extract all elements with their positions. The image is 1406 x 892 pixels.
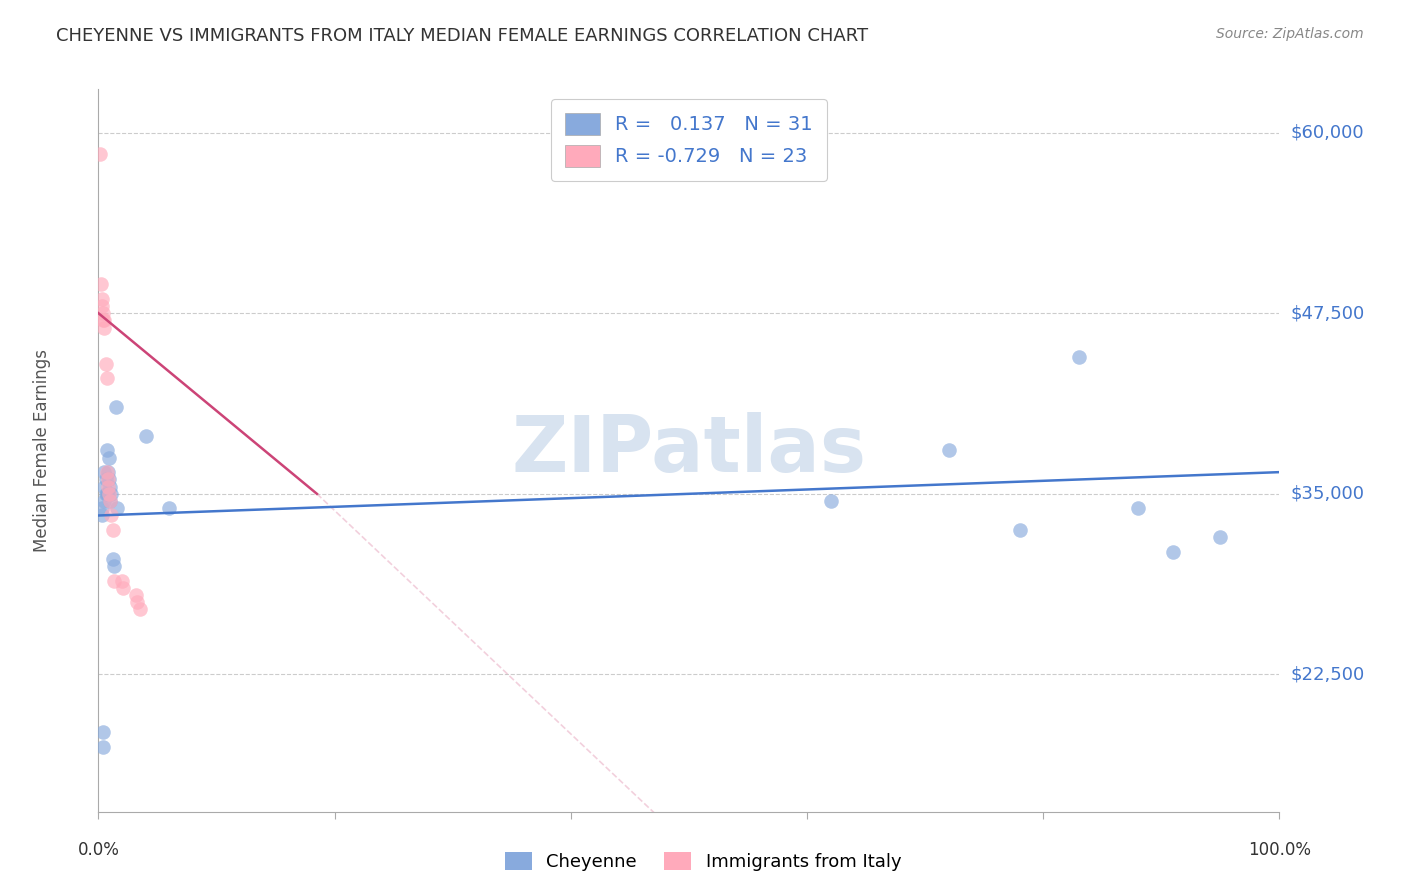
Point [93, 480, 115, 494]
Point [97, 480, 120, 494]
Point [98, 494, 121, 508]
Text: $22,500: $22,500 [1291, 665, 1365, 683]
Point [128, 602, 150, 616]
Point [127, 595, 149, 609]
Text: Source: ZipAtlas.com: Source: ZipAtlas.com [1216, 27, 1364, 41]
Point [1161, 544, 1184, 558]
Text: CHEYENNE VS IMMIGRANTS FROM ITALY MEDIAN FEMALE EARNINGS CORRELATION CHART: CHEYENNE VS IMMIGRANTS FROM ITALY MEDIAN… [56, 27, 869, 45]
Point [111, 574, 134, 588]
Point [96, 465, 118, 479]
Point [100, 508, 122, 523]
Point [93, 313, 115, 327]
Point [96, 443, 118, 458]
Point [94, 357, 117, 371]
Point [98, 450, 121, 465]
Point [91, 508, 114, 523]
Point [820, 494, 842, 508]
Point [91, 739, 114, 754]
Point [125, 588, 148, 602]
Point [91, 501, 114, 516]
Point [93, 320, 115, 334]
Text: 0.0%: 0.0% [77, 840, 120, 859]
Legend: R =   0.137   N = 31, R = -0.729   N = 23: R = 0.137 N = 31, R = -0.729 N = 23 [551, 99, 827, 181]
Point [98, 472, 121, 486]
Text: ZIPatlas: ZIPatlas [512, 412, 866, 489]
Point [1126, 501, 1149, 516]
Point [91, 292, 114, 306]
Point [103, 574, 125, 588]
Point [98, 487, 121, 501]
Point [135, 429, 157, 443]
Point [94, 472, 117, 486]
Point [97, 472, 120, 486]
Point [1008, 523, 1031, 537]
Text: 100.0%: 100.0% [1249, 840, 1310, 859]
Point [938, 443, 960, 458]
Point [93, 465, 115, 479]
Point [91, 313, 114, 327]
Legend: Cheyenne, Immigrants from Italy: Cheyenne, Immigrants from Italy [498, 845, 908, 879]
Point [90, 277, 112, 292]
Point [100, 487, 122, 501]
Point [96, 371, 118, 385]
Point [91, 725, 114, 739]
Point [94, 487, 117, 501]
Point [97, 465, 120, 479]
Point [103, 559, 125, 574]
Text: $35,000: $35,000 [1291, 485, 1365, 503]
Text: Median Female Earnings: Median Female Earnings [32, 349, 51, 552]
Point [91, 306, 114, 320]
Point [105, 400, 128, 414]
Point [105, 501, 128, 516]
Point [98, 494, 121, 508]
Point [97, 487, 120, 501]
Point [89, 147, 111, 161]
Point [112, 581, 135, 595]
Text: $47,500: $47,500 [1291, 304, 1365, 322]
Point [1067, 350, 1090, 364]
Point [101, 551, 124, 566]
Text: $60,000: $60,000 [1291, 124, 1364, 142]
Point [101, 523, 124, 537]
Point [1209, 530, 1232, 544]
Point [96, 487, 118, 501]
Point [98, 480, 121, 494]
Point [91, 299, 114, 313]
Point [157, 501, 180, 516]
Point [93, 494, 115, 508]
